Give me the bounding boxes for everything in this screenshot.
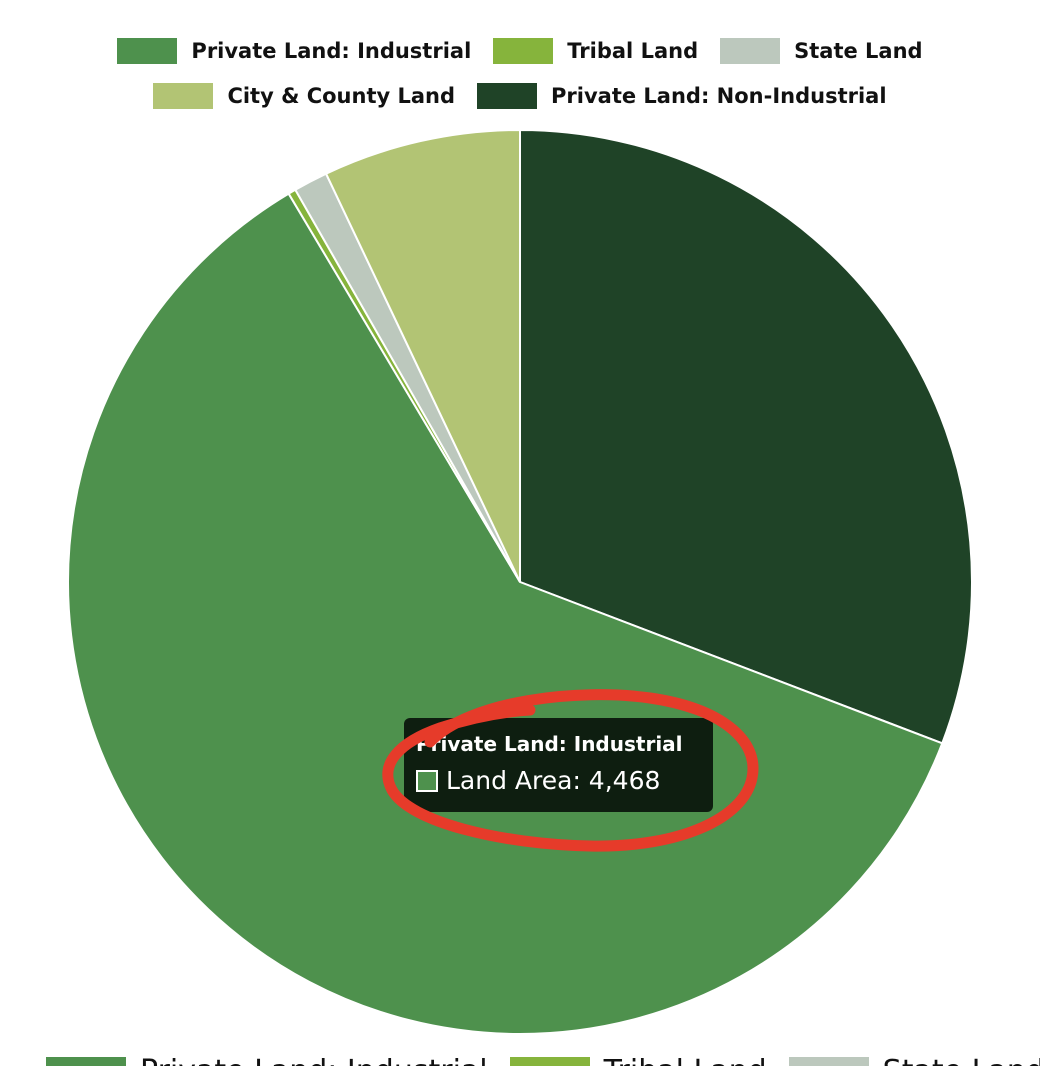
legend-swatch bbox=[493, 38, 554, 64]
legend-bottom-item[interactable]: Private Land: Industrial bbox=[46, 1054, 488, 1066]
legend-bottom-item[interactable]: State Land bbox=[788, 1054, 1040, 1066]
legend-label: State Land bbox=[883, 1054, 1040, 1066]
legend-swatch bbox=[477, 83, 538, 109]
legend-label: State Land bbox=[794, 39, 923, 63]
tooltip-body: Land Area: 4,468 bbox=[416, 766, 713, 796]
legend-item-state[interactable]: State Land bbox=[720, 38, 923, 64]
legend-swatch bbox=[153, 83, 214, 109]
legend-label: Tribal Land bbox=[567, 39, 699, 63]
legend-label: Private Land: Industrial bbox=[140, 1054, 488, 1066]
legend-item-tribal[interactable]: Tribal Land bbox=[493, 38, 698, 64]
tooltip-title: Private Land: Industrial bbox=[416, 732, 683, 756]
pie-slice-city-county-land[interactable] bbox=[324, 128, 521, 583]
legend-row-2: City & County Land Private Land: Non-Ind… bbox=[0, 83, 1040, 109]
legend-swatch bbox=[117, 38, 178, 64]
legend-bottom: Private Land: Industrial Tribal Land Sta… bbox=[0, 1046, 1040, 1066]
legend-label: Private Land: Industrial bbox=[191, 39, 472, 63]
legend-swatch bbox=[46, 1056, 126, 1066]
legend-swatch bbox=[788, 1056, 869, 1066]
legend-bottom-item[interactable]: Tribal Land bbox=[509, 1054, 767, 1066]
legend-item-city-county[interactable]: City & County Land bbox=[153, 83, 455, 109]
tooltip-swatch bbox=[416, 770, 438, 792]
legend-swatch bbox=[509, 1056, 590, 1066]
legend-label: Tribal Land bbox=[604, 1054, 767, 1066]
chart-tooltip: Private Land: Industrial Land Area: 4,46… bbox=[404, 718, 713, 812]
legend-item-private-non-industrial[interactable]: Private Land: Non-Industrial bbox=[477, 83, 887, 109]
tooltip-value: Land Area: 4,468 bbox=[446, 766, 661, 795]
legend-label: City & County Land bbox=[227, 84, 456, 108]
legend-label: Private Land: Non-Industrial bbox=[551, 84, 887, 108]
legend-item-private-industrial[interactable]: Private Land: Industrial bbox=[117, 38, 471, 64]
legend-row-1: Private Land: Industrial Tribal Land Sta… bbox=[0, 38, 1040, 64]
pie-slice-private-land-non-industrial[interactable] bbox=[519, 128, 973, 745]
legend-swatch bbox=[720, 38, 781, 64]
